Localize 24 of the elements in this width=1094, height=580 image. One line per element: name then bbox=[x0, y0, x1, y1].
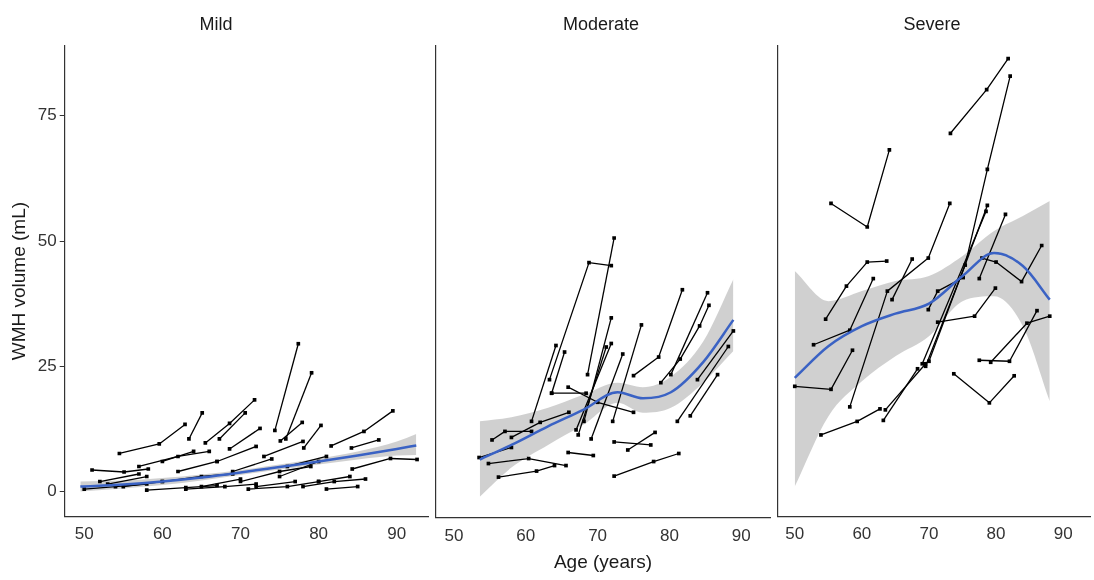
x-tick-label: 90 bbox=[387, 524, 407, 544]
x-tick-label: 80 bbox=[309, 524, 329, 544]
x-tick-label: 60 bbox=[516, 525, 536, 545]
x-tick-label: 90 bbox=[1053, 524, 1073, 544]
x-tick-label: 80 bbox=[986, 524, 1006, 544]
x-tick-label: 70 bbox=[588, 525, 608, 545]
x-tick-label: 50 bbox=[785, 524, 805, 544]
y-tick-label: 50 bbox=[37, 230, 57, 250]
x-tick-label: 50 bbox=[74, 524, 94, 544]
x-tick-label: 50 bbox=[444, 525, 464, 545]
chart-title: Mild bbox=[199, 13, 233, 34]
x-tick-label: 60 bbox=[852, 524, 872, 544]
y-axis-title: WMH volume (mL) bbox=[7, 201, 29, 361]
chart-title: Moderate bbox=[562, 13, 640, 34]
x-tick-label: 60 bbox=[152, 524, 172, 544]
y-tick-label: 75 bbox=[37, 105, 57, 125]
x-tick-label: 70 bbox=[919, 524, 939, 544]
chart-title: Severe bbox=[903, 13, 961, 34]
x-tick-label: 80 bbox=[659, 525, 679, 545]
y-tick-label: 0 bbox=[47, 481, 57, 501]
x-axis-title: Age (years) bbox=[553, 550, 653, 572]
x-tick-label: 70 bbox=[231, 524, 250, 544]
x-tick-label: 90 bbox=[731, 525, 751, 545]
y-tick-label: 25 bbox=[37, 355, 57, 375]
